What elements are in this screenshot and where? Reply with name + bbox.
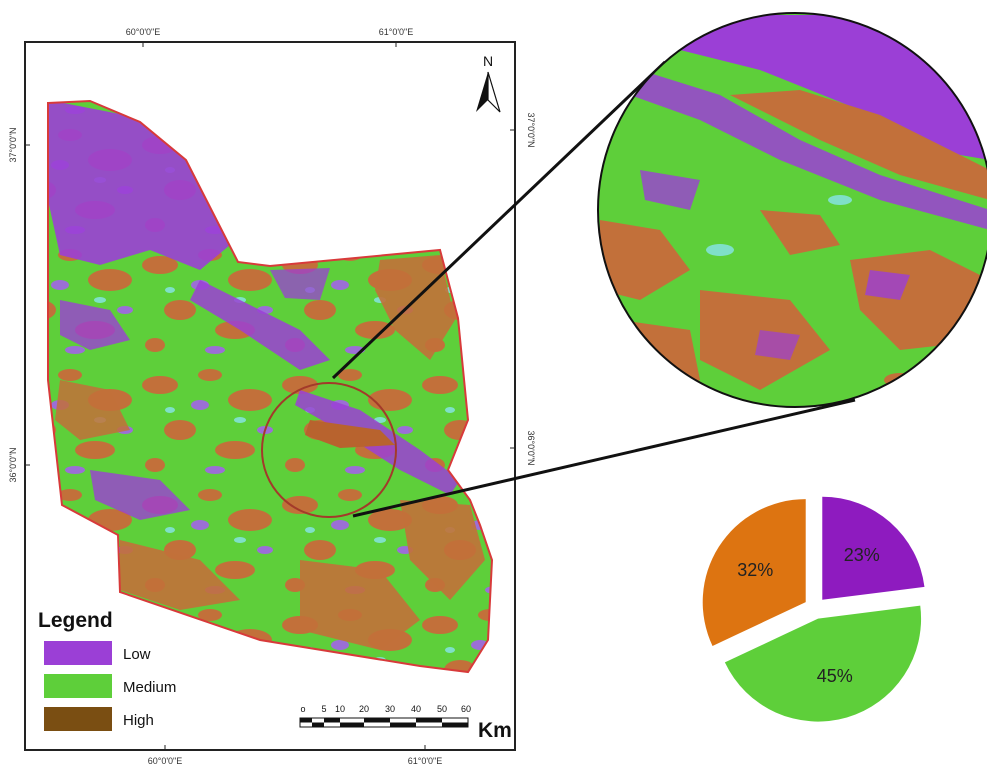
zoom-inset-terrain — [598, 13, 987, 407]
legend-title: Legend — [38, 609, 113, 632]
region-boundary — [47, 99, 494, 674]
connector-line-top — [331, 60, 667, 380]
coord-bottom-right: 61°0'0"E — [408, 756, 443, 766]
legend-label-medium: Medium — [123, 679, 176, 696]
pie-slice — [724, 605, 922, 722]
coord-right-bottom: 36°0'0"N — [526, 430, 536, 465]
legend: Legend Low Medium High — [38, 609, 176, 731]
coord-left-bottom: 36°0'0"N — [8, 447, 18, 482]
pie-chart: 23% 45% 32% — [702, 496, 925, 722]
pie-slice-label: 45% — [817, 666, 853, 686]
legend-swatch-low — [44, 641, 112, 665]
pie-slice-label: 32% — [737, 560, 773, 580]
coord-top-right: 61°0'0"E — [379, 27, 414, 37]
connector-line-bottom — [352, 398, 856, 518]
zoom-inset-border — [597, 12, 987, 408]
scale-unit: Km — [478, 719, 512, 742]
north-label: N — [483, 53, 493, 69]
scale-tick-60: 60 — [461, 704, 471, 714]
legend-swatch-high — [44, 707, 112, 731]
coord-bottom-left: 60°0'0"E — [148, 756, 183, 766]
zoom-selection-circle — [261, 382, 397, 518]
scale-tick-0: o — [300, 704, 305, 714]
scale-tick-20: 20 — [359, 704, 369, 714]
scale-tick-5: 5 — [321, 704, 326, 714]
coord-top-left: 60°0'0"E — [126, 27, 161, 37]
scale-tick-50: 50 — [437, 704, 447, 714]
pie-slice — [702, 499, 806, 646]
pie-slice-label: 23% — [844, 545, 880, 565]
legend-swatch-medium — [44, 674, 112, 698]
legend-label-low: Low — [123, 646, 151, 663]
legend-label-high: High — [123, 712, 154, 729]
coord-right-top: 37°0'0"N — [526, 112, 536, 147]
scale-tick-40: 40 — [411, 704, 421, 714]
scale-tick-30: 30 — [385, 704, 395, 714]
scale-tick-10: 10 — [335, 704, 345, 714]
pie-slice — [822, 496, 925, 600]
north-arrow-icon — [476, 71, 501, 113]
scale-bar: o 5 10 20 30 40 50 60 Km — [299, 704, 512, 742]
coord-left-top: 37°0'0"N — [8, 127, 18, 162]
